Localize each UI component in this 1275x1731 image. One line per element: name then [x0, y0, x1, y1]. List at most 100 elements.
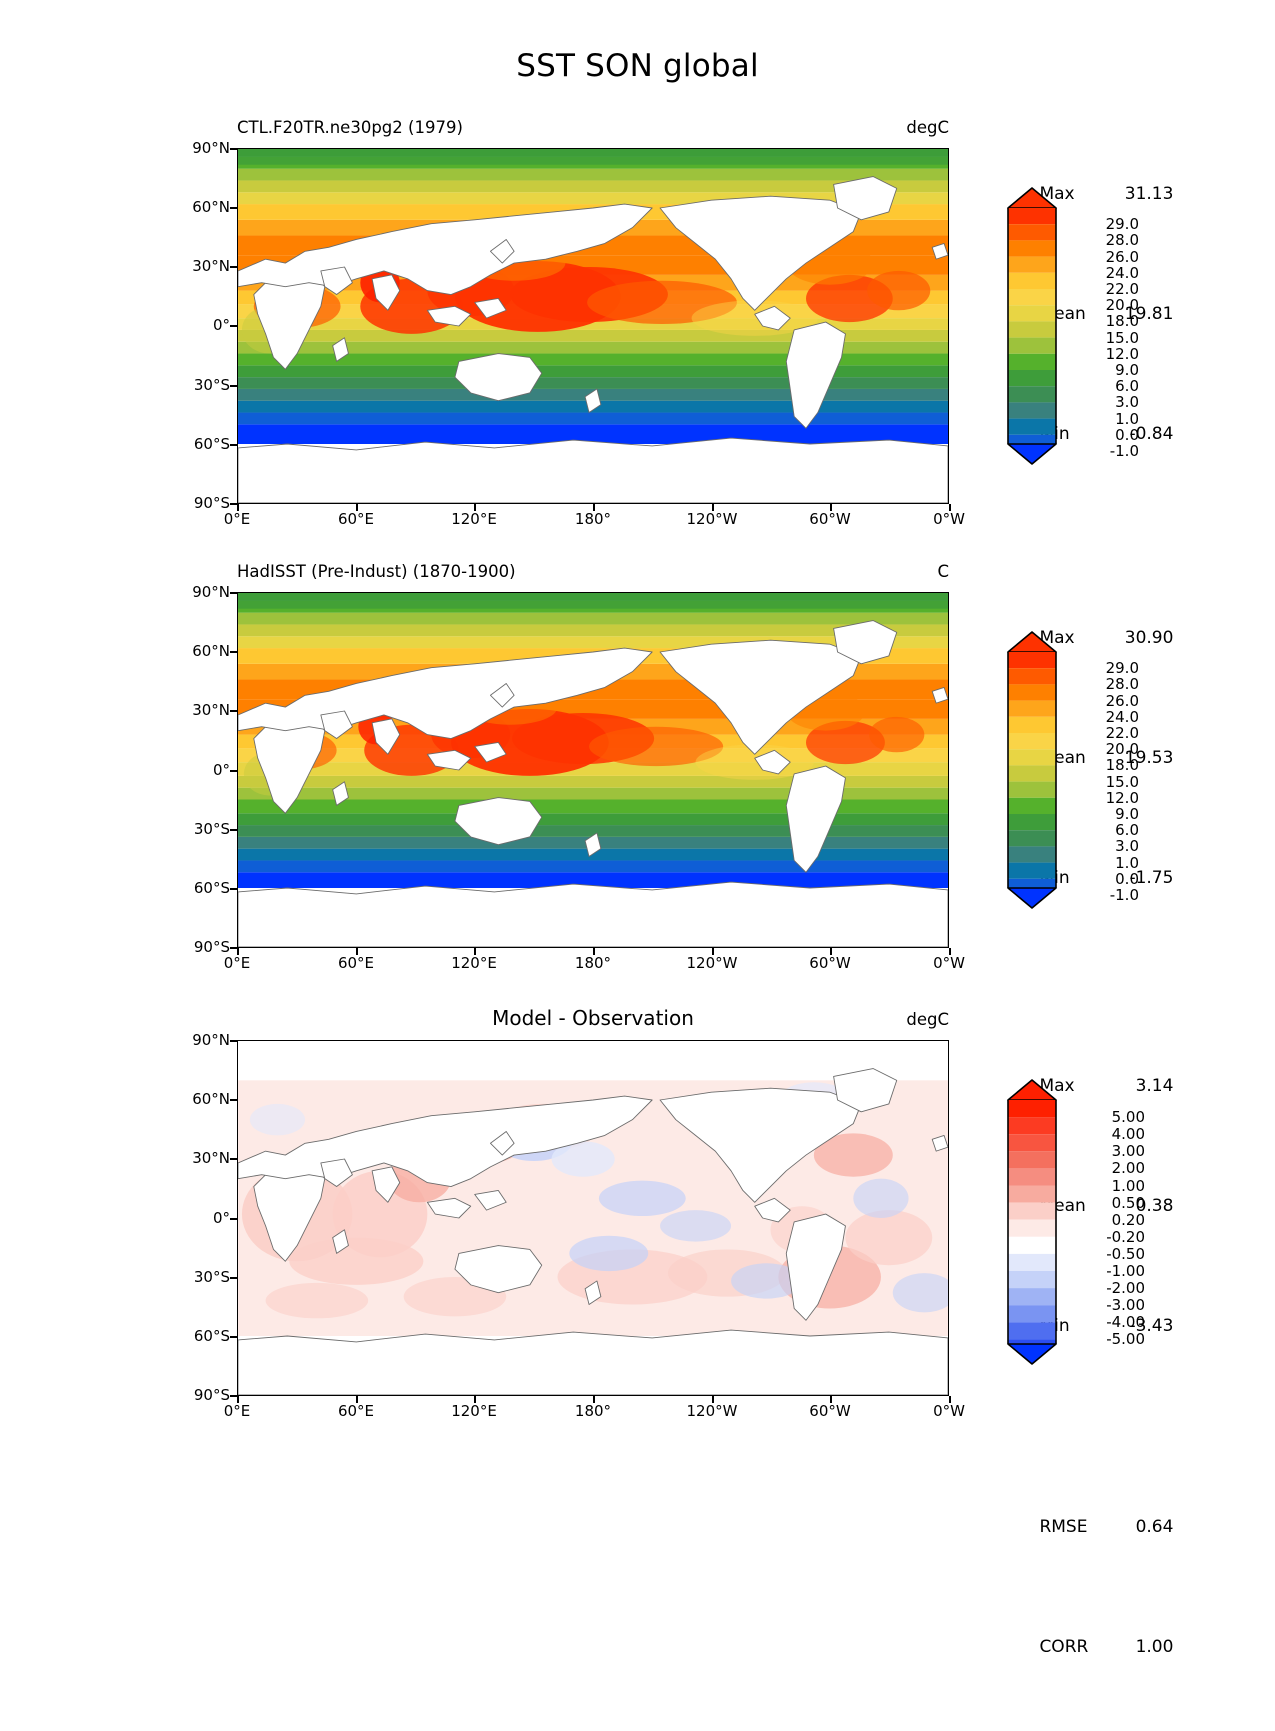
colorbar-tick-label: 20.0 [1105, 740, 1139, 759]
xtick-label: 0°E [223, 510, 251, 528]
colorbar-tick-label: 9.0 [1115, 361, 1139, 379]
ytick-mark [230, 829, 237, 831]
map-observation-field [238, 593, 948, 947]
colorbar-tick-label: 29.0 [1105, 659, 1139, 678]
colorbar-tick-label: 28.0 [1105, 231, 1139, 250]
colorbar-difference-labels: 5.00 4.00 3.00 2.00 1.00 0.50 0.20 -0.20… [1059, 1078, 1145, 1366]
figure-title: SST SON global [516, 48, 759, 84]
xtick-label: 0°W [933, 1402, 965, 1420]
xtick-label: 0°E [223, 1402, 251, 1420]
colorbar-tick-label: 15.0 [1105, 772, 1139, 791]
ytick-label: 30°N [192, 257, 230, 275]
xtick-mark [949, 1396, 951, 1403]
colorbar-observation[interactable]: 29.0 28.0 26.0 24.0 22.0 20.0 18.0 15.0 … [1003, 630, 1139, 910]
xtick-mark [356, 948, 358, 955]
ytick-mark [230, 444, 237, 446]
panel-difference-title: Model - Observation [492, 1006, 694, 1030]
ytick-mark [230, 325, 237, 327]
stat-value: 3.14 [1135, 1076, 1174, 1096]
colorbar-tick-label: -1.00 [1106, 1262, 1145, 1280]
colorbar-tick-label: 0.20 [1111, 1210, 1145, 1229]
xtick-mark [237, 948, 239, 955]
xtick-mark [712, 1396, 714, 1403]
colorbar-tick-label: 1.0 [1115, 853, 1139, 872]
stat-value: 30.90 [1124, 628, 1174, 648]
metric-value: 1.00 [1135, 1637, 1174, 1657]
colorbar-tick-label: -2.00 [1106, 1279, 1145, 1298]
ytick-label: 90°N [192, 583, 230, 601]
ytick-mark [230, 1395, 237, 1397]
xtick-label: 60°W [809, 510, 851, 528]
colorbar-tick-label: 20.0 [1105, 296, 1139, 315]
ytick-label: 90°N [192, 1031, 230, 1049]
colorbar-tick-label: 26.0 [1105, 691, 1139, 710]
xtick-mark [474, 504, 476, 511]
map-difference-field [238, 1041, 948, 1395]
xtick-label: 0°E [223, 954, 251, 972]
xtick-label: 180° [574, 510, 612, 528]
ytick-label: 0° [212, 316, 230, 334]
xtick-mark [356, 504, 358, 511]
colorbar-tick-label: 6.0 [1115, 821, 1139, 840]
colorbar-tick-label: 3.0 [1115, 837, 1139, 856]
ytick-mark [230, 592, 237, 594]
ytick-label: 30°N [192, 701, 230, 719]
ytick-label: 30°N [192, 1149, 230, 1167]
colorbar-tick-label: -1.0 [1109, 442, 1139, 460]
xtick-mark [830, 504, 832, 511]
stat-label: Max [1039, 184, 1075, 204]
colorbar-model[interactable]: 29.0 28.0 26.0 24.0 22.0 20.0 18.0 15.0 … [1003, 186, 1139, 466]
colorbar-tick-label: -4.00 [1106, 1313, 1145, 1332]
stat-label: Max [1039, 628, 1075, 648]
colorbar-model-labels: 29.0 28.0 26.0 24.0 22.0 20.0 18.0 15.0 … [1059, 186, 1139, 466]
ytick-label: 30°S [193, 1268, 230, 1286]
ytick-label: 60°N [192, 198, 230, 216]
map-difference [237, 1040, 949, 1396]
colorbar-tick-label: 3.0 [1115, 393, 1139, 412]
colorbar-tick-label: 0.0 [1115, 425, 1139, 444]
colorbar-tick-label: 24.0 [1105, 707, 1139, 726]
colorbar-tick-label: 29.0 [1105, 215, 1139, 234]
ytick-label: 30°S [193, 376, 230, 394]
ytick-label: 60°N [192, 1090, 230, 1108]
map-model [237, 148, 949, 504]
xtick-label: 180° [574, 1402, 612, 1420]
map-observation [237, 592, 949, 948]
ytick-label: 90°S [193, 494, 230, 512]
stat-value: -1.75 [1129, 868, 1174, 888]
xtick-label: 180° [574, 954, 612, 972]
stat-value: 19.53 [1124, 748, 1174, 768]
xtick-mark [949, 504, 951, 511]
panel-observation-units: C [937, 562, 949, 581]
stat-label: Max [1039, 1076, 1075, 1096]
colorbar-tick-label: 0.0 [1115, 869, 1139, 888]
ytick-mark [230, 503, 237, 505]
colorbar-tick-label: 12.0 [1105, 344, 1139, 363]
xtick-mark [593, 1396, 595, 1403]
ytick-label: 60°S [193, 1327, 230, 1345]
metrics-difference: RMSE 0.64 CORR 1.00 [1007, 1443, 1173, 1731]
stat-value: 19.81 [1124, 304, 1174, 324]
colorbar-tick-label: 22.0 [1105, 280, 1139, 298]
metric-label: CORR [1039, 1637, 1089, 1657]
ytick-mark [230, 207, 237, 209]
ytick-mark [230, 710, 237, 712]
xtick-mark [474, 1396, 476, 1403]
panel-model-title: CTL.F20TR.ne30pg2 (1979) [237, 118, 463, 137]
colorbar-difference[interactable]: 5.00 4.00 3.00 2.00 1.00 0.50 0.20 -0.20… [1003, 1078, 1145, 1366]
xtick-label: 60°E [337, 510, 375, 528]
xtick-mark [830, 948, 832, 955]
colorbar-tick-label: 22.0 [1105, 724, 1139, 742]
xtick-label: 0°W [933, 954, 965, 972]
xtick-label: 120°E [451, 510, 497, 528]
colorbar-tick-label: 1.0 [1115, 409, 1139, 428]
colorbar-tick-label: 6.0 [1115, 377, 1139, 396]
xtick-label: 60°E [337, 954, 375, 972]
ytick-mark [230, 1277, 237, 1279]
ytick-mark [230, 148, 237, 150]
xtick-mark [356, 1396, 358, 1403]
colorbar-tick-label: 28.0 [1105, 675, 1139, 694]
xtick-label: 120°E [451, 1402, 497, 1420]
ytick-mark [230, 651, 237, 653]
panel-difference-units: degC [906, 1010, 949, 1029]
